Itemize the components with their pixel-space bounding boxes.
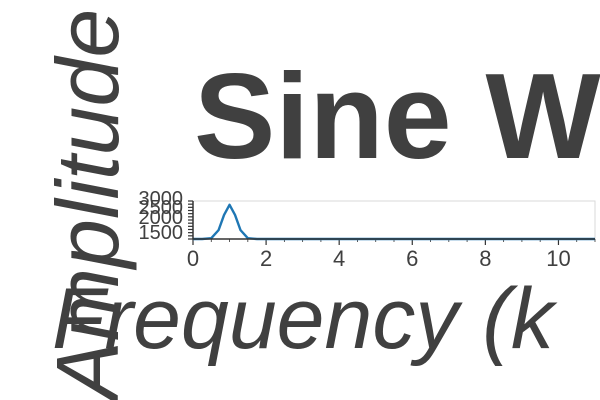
- y-axis-label: Amplitude: [38, 9, 137, 400]
- chart-title: Sine W: [194, 48, 600, 184]
- x-tick-label: 0: [187, 246, 199, 271]
- x-tick-label: 4: [333, 246, 345, 271]
- x-tick-label: 6: [406, 246, 418, 271]
- x-tick-group: 0 2 4 6 8 10: [187, 239, 596, 271]
- y-tick-label: 2500: [139, 197, 184, 219]
- y-tick-label: 1500: [139, 222, 184, 244]
- y-tick-label: 3000: [139, 188, 184, 210]
- y-tick-label: 2000: [139, 207, 184, 229]
- x-tick-label: 8: [479, 246, 491, 271]
- x-tick-label: 10: [546, 246, 570, 271]
- x-axis-label: Frequency (k: [52, 271, 558, 367]
- x-tick-label: 2: [260, 246, 272, 271]
